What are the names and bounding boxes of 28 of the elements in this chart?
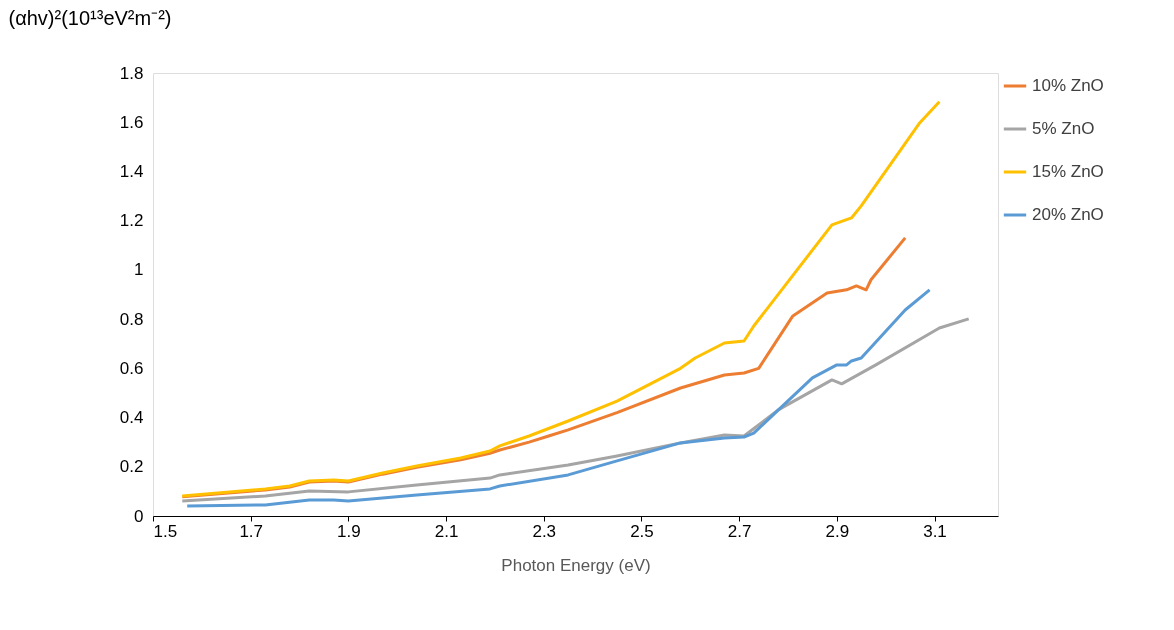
- legend-label: 10% ZnO: [1032, 76, 1104, 95]
- y-tick-label: 0.4: [119, 408, 144, 428]
- x-tick-label: 2.7: [727, 521, 752, 541]
- x-tick-label: 2.5: [630, 521, 654, 541]
- x-tick-label: 2.1: [434, 521, 459, 541]
- legend-label: 20% ZnO: [1032, 205, 1104, 224]
- y-tick-label: 1.8: [119, 63, 144, 83]
- y-tick-label: 1.4: [119, 161, 144, 181]
- legend-label: 5% ZnO: [1032, 119, 1095, 138]
- legend-label: 15% ZnO: [1032, 162, 1104, 181]
- line-series: [180, 100, 941, 498]
- y-tick-label: 0: [134, 506, 144, 526]
- x-axis-title: Photon Energy (eV): [501, 555, 651, 575]
- x-tick-label: 3.1: [923, 521, 947, 541]
- y-tick-label: 0.6: [119, 358, 144, 378]
- x-tick-label: 2.9: [825, 521, 850, 541]
- y-tick-label: 0.8: [119, 309, 144, 329]
- y-tick-label: 1.2: [119, 211, 144, 231]
- y-tick-label: 0.2: [119, 457, 144, 477]
- x-tick-label: 2.3: [532, 521, 557, 541]
- line-series: [185, 288, 932, 508]
- y-axis-title: (αhv)²(10¹³eV²m⁻²): [8, 6, 172, 29]
- x-tick-label: 1.9: [337, 521, 361, 541]
- x-tick-label: 1.7: [239, 521, 264, 541]
- y-tick-label: 1: [134, 260, 144, 280]
- line-series: [180, 317, 971, 503]
- y-tick-label: 1.6: [119, 112, 144, 132]
- x-tick-label: 1.5: [153, 521, 178, 541]
